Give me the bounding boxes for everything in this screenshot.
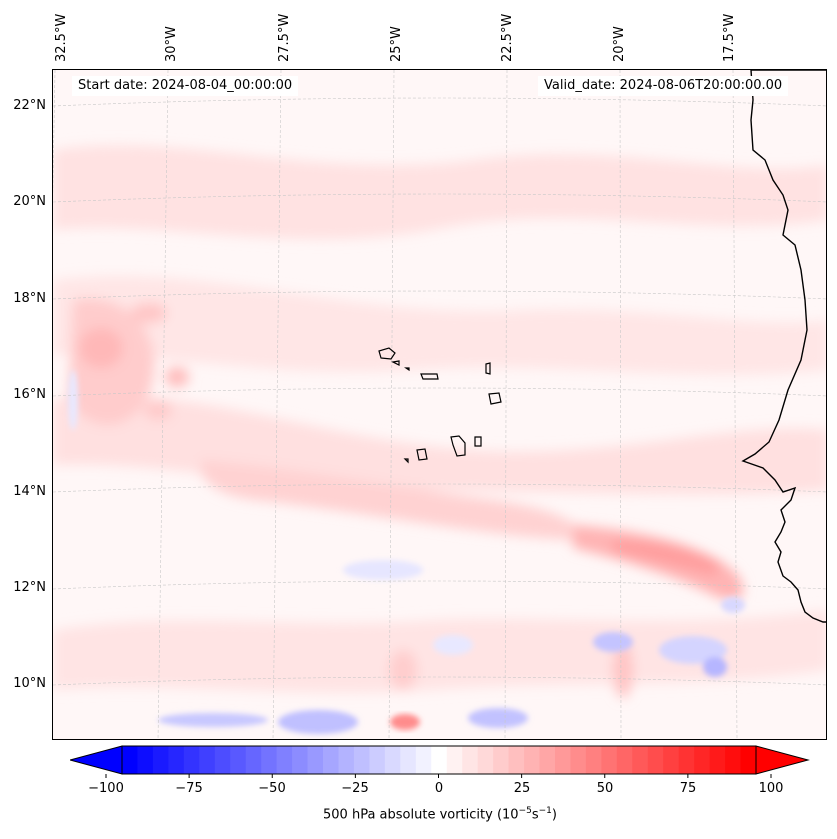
lon-label-25w: 25°W [389,26,404,62]
colorbar-segment [632,746,649,774]
colorbar-segment [694,746,711,774]
colorbar-segment [740,746,757,774]
colorbar-segment [199,746,216,774]
colorbar-tick-50: 50 [596,781,614,796]
island-santa-luzia [404,367,410,372]
island-santo-antao [378,347,396,360]
colorbar-segment [183,746,200,774]
negative-vorticity-shading [68,370,745,734]
colorbar-segment [508,746,525,774]
colorbar-tick-neg75: −75 [175,781,203,796]
colorbar-segment [168,746,185,774]
colorbar-label: 500 hPa absolute vorticity (10−5s−1) [323,806,557,823]
lat-label-18n: 18°N [13,291,46,306]
colorbar-segment [400,746,417,774]
colorbar-tick-100: 100 [758,781,784,796]
colorbar-segment [678,746,695,774]
african-coastline [741,70,826,623]
colorbar-segment [292,746,309,774]
island-sao-nicolau [420,373,439,380]
island-brava [403,458,409,464]
colorbar-segments [122,746,757,774]
colorbar-segment [122,746,139,774]
colorbar-tick-neg25: −25 [341,781,369,796]
colorbar-segment [616,746,633,774]
positive-vorticity-shading [53,145,826,698]
colorbar-segment [415,746,432,774]
map-plot-area [52,69,827,740]
colorbar-arrow-low [70,745,123,775]
colorbar-segment [338,746,355,774]
lat-label-20n: 20°N [13,194,46,209]
lon-label-32.5w: 32.5°W [54,13,69,62]
lon-label-20w: 20°W [612,26,627,62]
colorbar-segment [554,746,572,774]
colorbar-segment [663,746,680,774]
start-date-label: Start date: 2024-08-04_00:00:00 [72,76,299,96]
colorbar-segment [230,746,247,774]
island-fogo [416,448,428,461]
island-sal [485,362,491,375]
vorticity-field [53,70,826,739]
colorbar [70,745,810,778]
lon-label-22.5w: 22.5°W [500,13,515,62]
positive-maximum-south [390,714,420,730]
colorbar-segment [276,746,293,774]
colorbar-segment [601,746,618,774]
lon-label-27.5w: 27.5°W [277,13,292,62]
colorbar-segment [493,746,510,774]
colorbar-tick-0: 0 [434,781,444,796]
colorbar-segment [585,746,602,774]
valid-date-label: Valid_date: 2024-08-06T20:00:00.00 [538,76,789,96]
colorbar-tick-25: 25 [513,781,531,796]
colorbar-segment [369,746,386,774]
lat-label-10n: 10°N [13,676,46,691]
island-santiago [450,435,466,457]
lat-label-12n: 12°N [13,580,46,595]
lat-label-16n: 16°N [13,387,46,402]
colorbar-segment [353,746,371,774]
colorbar-tick-neg100: −100 [88,781,124,796]
colorbar-segment [477,746,494,774]
graticule [53,70,826,739]
colorbar-segment [462,746,479,774]
colorbar-segment [524,746,541,774]
colorbar-segment [307,746,324,774]
island-boa-vista [488,392,502,405]
colorbar-tick-marks [105,774,772,778]
colorbar-segment [446,746,463,774]
colorbar-segment [570,746,587,774]
lat-label-14n: 14°N [13,484,46,499]
colorbar-arrow-high [755,745,810,775]
island-sao-vicente [391,360,400,366]
colorbar-segment [709,746,726,774]
island-maio [474,436,482,447]
colorbar-segment [245,746,262,774]
colorbar-segment [323,746,340,774]
colorbar-segment [261,746,278,774]
colorbar-segment [137,746,154,774]
colorbar-segment [539,746,556,774]
colorbar-segment [431,746,448,774]
lon-label-30w: 30°W [164,26,179,62]
lon-label-17.5w: 17.5°W [722,13,737,62]
cape-verde-islands [378,347,502,464]
colorbar-segment [384,746,401,774]
lat-label-22n: 22°N [13,98,46,113]
colorbar-segment [647,746,664,774]
colorbar-tick-75: 75 [679,781,697,796]
colorbar-segment [214,746,231,774]
colorbar-segment [152,746,169,774]
colorbar-tick-neg50: −50 [258,781,286,796]
colorbar-segment [725,746,742,774]
